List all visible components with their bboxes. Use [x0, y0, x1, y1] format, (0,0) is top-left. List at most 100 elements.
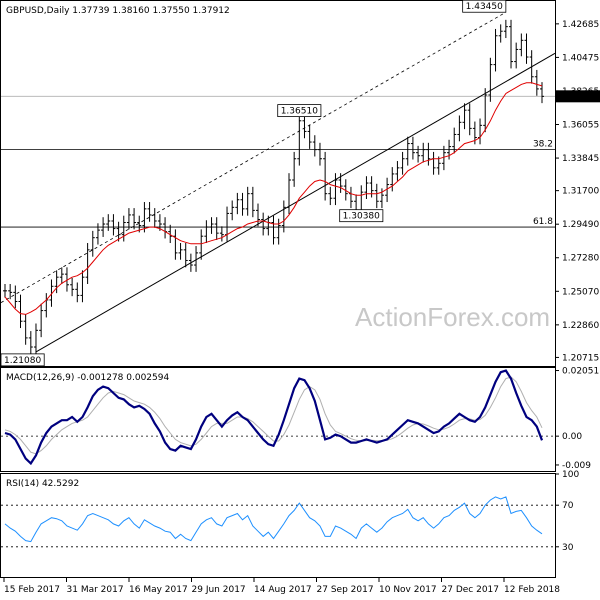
- price-bar: [64, 267, 69, 292]
- price-bar: [503, 19, 508, 39]
- price-bar: [323, 151, 328, 201]
- price-bar: [219, 226, 224, 242]
- price-bar: [333, 173, 338, 206]
- price-bar: [519, 33, 524, 57]
- macd-y-tick-label: 0.02051: [562, 367, 599, 377]
- x-tick-label: 12 Feb 2018: [504, 585, 560, 595]
- price-bar: [95, 223, 100, 245]
- price-level-frame: [0, 353, 45, 367]
- price-bar: [39, 303, 44, 338]
- price-y-tick-label: 1.22860: [562, 321, 599, 331]
- rsi-panel-frame: [0, 473, 556, 578]
- price-bar: [111, 214, 116, 236]
- price-level-label: 1.30380: [343, 212, 380, 222]
- price-bar: [271, 215, 276, 245]
- x-tick-label: 10 Nov 2017: [379, 585, 437, 595]
- lower-trendline: [35, 52, 556, 353]
- price-bar: [194, 246, 199, 272]
- price-bar: [509, 19, 514, 69]
- price-bar: [514, 42, 519, 69]
- rsi-line: [4, 496, 543, 543]
- rsi-y-tick-label: 70: [562, 501, 574, 511]
- price-bar: [467, 103, 472, 136]
- price-bar: [245, 186, 250, 216]
- price-bar: [292, 151, 297, 187]
- x-tick-label: 31 Mar 2017: [67, 585, 124, 595]
- x-tick-label: 14 Aug 2017: [254, 585, 312, 595]
- price-bar: [28, 331, 33, 354]
- price-bar: [410, 136, 415, 160]
- price-bar: [343, 179, 348, 201]
- price-bar: [405, 136, 410, 166]
- price-level-box: 1.36510: [277, 104, 322, 118]
- price-level-frame: [339, 209, 384, 223]
- price-bar: [54, 270, 59, 294]
- price-bar: [390, 167, 395, 192]
- x-tick-label: 29 Jun 2017: [192, 585, 246, 595]
- macd-y-tick-label: -0.009: [562, 461, 591, 471]
- price-bar: [59, 267, 64, 285]
- price-bar: [286, 173, 291, 215]
- price-bar: [209, 217, 214, 234]
- price-bar: [240, 192, 245, 216]
- fib-label: 61.8: [533, 217, 553, 227]
- x-tick-label: 27 Dec 2017: [442, 585, 500, 595]
- price-bar: [348, 186, 353, 209]
- rsi-y-tick-label: 100: [562, 470, 579, 480]
- price-bar: [395, 161, 400, 181]
- price-bar: [421, 142, 426, 163]
- price-level-label: 1.36510: [281, 107, 318, 117]
- price-y-tick-label: 1.29490: [562, 220, 599, 230]
- price-bar: [524, 33, 529, 64]
- price-bar: [400, 151, 405, 175]
- price-bar: [121, 215, 126, 242]
- price-bar: [338, 173, 343, 193]
- price-level-label: 1.21080: [4, 356, 41, 366]
- x-tick-label: 27 Sep 2017: [317, 585, 374, 595]
- price-bar: [13, 285, 18, 309]
- price-bar: [199, 229, 204, 260]
- price-y-tick-label: 1.25070: [562, 287, 599, 297]
- price-bar: [23, 314, 28, 345]
- x-tick-label: 15 Feb 2017: [4, 585, 60, 595]
- price-level-box: 1.43450: [462, 0, 507, 13]
- price-bar: [142, 202, 147, 233]
- price-bar: [75, 282, 80, 303]
- price-bar: [307, 124, 312, 149]
- price-bar: [452, 127, 457, 154]
- price-bar: [152, 208, 157, 228]
- price-bar: [3, 284, 7, 298]
- price-bar: [297, 113, 302, 166]
- price-bar: [173, 229, 178, 260]
- watermark: ActionForex.com: [355, 302, 550, 332]
- price-bar: [369, 176, 374, 198]
- price-bar: [493, 28, 498, 72]
- price-y-tick-label: 1.20715: [562, 353, 599, 363]
- last-price-tag-label: 1.37912: [560, 93, 597, 103]
- price-bar: [261, 212, 266, 236]
- price-y-tick-label: 1.36055: [562, 121, 599, 131]
- price-level-box: 1.30380: [339, 209, 384, 223]
- price-bar: [214, 217, 219, 240]
- price-bar: [106, 214, 111, 231]
- price-bar: [462, 103, 467, 130]
- instrument-header: GBPUSD,Daily 1.37739 1.38160 1.37550 1.3…: [6, 6, 230, 16]
- x-tick-label: 16 May 2017: [129, 585, 188, 595]
- price-bar: [132, 208, 137, 230]
- price-level-frame: [462, 0, 507, 13]
- price-bar: [483, 88, 488, 133]
- price-bar: [364, 176, 369, 199]
- price-bar: [49, 279, 54, 307]
- moving-average-line: [4, 82, 543, 315]
- price-panel-frame: [0, 0, 556, 367]
- price-bar: [225, 206, 230, 242]
- macd-header: MACD(12,26,9) -0.001278 0.002594: [6, 373, 169, 383]
- price-bar: [488, 57, 493, 102]
- price-bar: [317, 142, 322, 166]
- price-bar: [44, 293, 49, 318]
- price-bar: [441, 145, 446, 171]
- fib-label: 38.2: [533, 140, 553, 150]
- rsi-y-tick-label: 30: [562, 543, 574, 553]
- price-y-tick-label: 1.27280: [562, 254, 599, 264]
- price-bar: [436, 156, 441, 175]
